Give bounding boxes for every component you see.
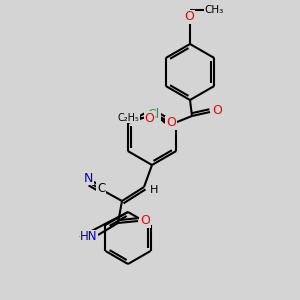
Text: N: N: [84, 172, 93, 184]
Text: O: O: [166, 116, 176, 130]
Text: H: H: [150, 185, 158, 195]
Text: O: O: [140, 214, 150, 227]
Text: HN: HN: [80, 230, 98, 244]
Text: Cl: Cl: [148, 109, 160, 122]
Text: C₂H₅: C₂H₅: [117, 113, 139, 123]
Text: O: O: [184, 11, 194, 23]
Text: O: O: [144, 112, 154, 124]
Text: O: O: [212, 104, 222, 118]
Text: CH₃: CH₃: [204, 5, 224, 15]
Text: C: C: [97, 182, 105, 194]
